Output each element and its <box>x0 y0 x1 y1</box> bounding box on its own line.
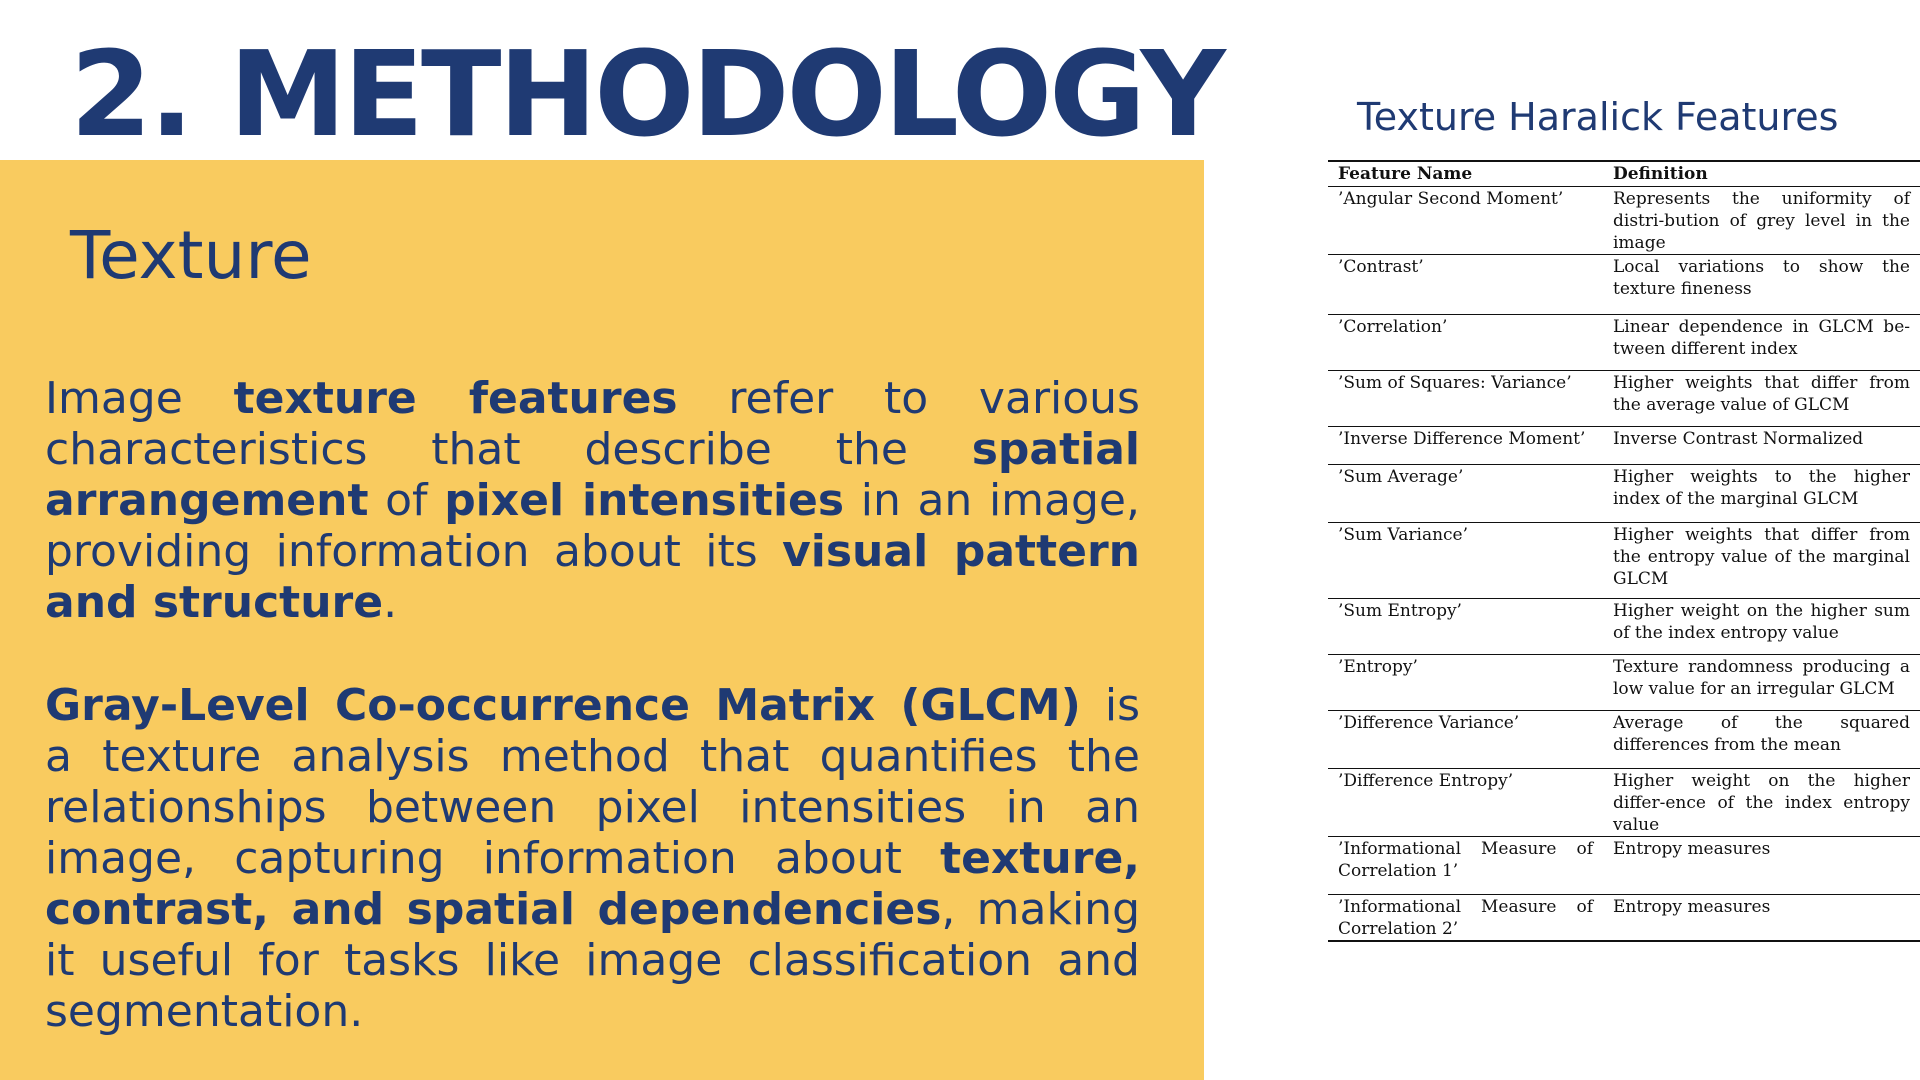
table-row: ’Entropy’ Texture randomness producing a … <box>1328 654 1920 711</box>
feature-name-cell: ’Angular Second Moment’ <box>1328 186 1603 255</box>
table-title: Texture Haralick Features <box>1357 95 1839 139</box>
definition-cell: Entropy measures <box>1603 894 1920 942</box>
table-row: ’Sum Entropy’ Higher weight on the higher… <box>1328 598 1920 655</box>
table-row: ’Difference Variance’ Average of the squa… <box>1328 710 1920 769</box>
table-row: ’Informational Measure of Correlation 1’… <box>1328 836 1920 895</box>
definition-cell: Higher weights that differ from the aver… <box>1603 370 1920 427</box>
body-text: , making it useful for tasks like image … <box>45 884 1140 1037</box>
table-row: ’Sum Average’ Higher weights to the highe… <box>1328 464 1920 523</box>
glcm-paragraph: Gray-Level Co-occurrence Matrix (GLCM) i… <box>45 680 1140 1037</box>
emphasis-text: texture features <box>233 373 678 424</box>
definition-cell: Local variations to show the texture fin… <box>1603 254 1920 315</box>
body-text: is a texture analysis method that quanti… <box>45 680 1141 884</box>
table-row: ’Informational Measure of Correlation 2’… <box>1328 894 1920 942</box>
feature-name-cell: ’Entropy’ <box>1328 654 1603 711</box>
emphasis-text: texture, contrast, and spatial dependenc… <box>45 833 1140 935</box>
body-text: . <box>383 577 398 628</box>
body-text: refer to various characteristics that de… <box>45 373 1140 475</box>
section-subtitle: Texture <box>70 217 312 294</box>
definition-cell: Linear dependence in GLCM be-tween diffe… <box>1603 314 1920 371</box>
texture-features-paragraph: Image texture features refer to various … <box>45 373 1140 628</box>
feature-name-cell: ’Informational Measure of Correlation 1’ <box>1328 836 1603 895</box>
feature-name-cell: ’Difference Variance’ <box>1328 710 1603 769</box>
feature-name-cell: ’Sum Average’ <box>1328 464 1603 523</box>
table-row: ’Sum of Squares: Variance’ Higher weights… <box>1328 370 1920 427</box>
table-header-row: Feature Name Definition <box>1328 161 1920 187</box>
definition-cell: Higher weight on the higher differ-ence … <box>1603 768 1920 837</box>
table-row: ’Inverse Difference Moment’ Inverse Contr… <box>1328 426 1920 465</box>
body-text: Image <box>45 373 234 424</box>
definition-cell: Texture randomness producing a low value… <box>1603 654 1920 711</box>
page-title: 2. METHODOLOGY <box>70 25 1226 163</box>
emphasis-text: pixel intensities <box>444 475 845 526</box>
feature-name-cell: ’Contrast’ <box>1328 254 1603 315</box>
table-row: ’Angular Second Moment’ Represents the un… <box>1328 186 1920 255</box>
definition-cell: Average of the squared differences from … <box>1603 710 1920 769</box>
emphasis-text: visual pattern and structure <box>45 526 1140 628</box>
body-text: of <box>368 475 445 526</box>
feature-name-cell: ’Sum of Squares: Variance’ <box>1328 370 1603 427</box>
definition-cell: Higher weights that differ from the entr… <box>1603 522 1920 599</box>
definition-cell: Represents the uniformity of distri-buti… <box>1603 186 1920 255</box>
definition-cell: Entropy measures <box>1603 836 1920 895</box>
feature-name-cell: ’Informational Measure of Correlation 2’ <box>1328 894 1603 942</box>
emphasis-text: spatial arrangement <box>45 424 1140 526</box>
table-row: ’Difference Entropy’ Higher weight on the… <box>1328 768 1920 837</box>
emphasis-text: Gray-Level Co-occurrence Matrix (GLCM) <box>45 680 1081 731</box>
body-text: in an image, providing information about… <box>45 475 1140 577</box>
feature-name-cell: ’Sum Variance’ <box>1328 522 1603 599</box>
definition-cell: Higher weights to the higher index of th… <box>1603 464 1920 523</box>
feature-name-cell: ’Difference Entropy’ <box>1328 768 1603 837</box>
definition-cell: Inverse Contrast Normalized <box>1603 426 1920 465</box>
feature-name-cell: ’Inverse Difference Moment’ <box>1328 426 1603 465</box>
table-row: ’Sum Variance’ Higher weights that differ… <box>1328 522 1920 599</box>
header-feature-name: Feature Name <box>1328 161 1603 187</box>
table-body: ’Angular Second Moment’ Represents the un… <box>1328 186 1920 942</box>
feature-name-cell: ’Sum Entropy’ <box>1328 598 1603 655</box>
header-definition: Definition <box>1603 161 1920 187</box>
table-row: ’Correlation’ Linear dependence in GLCM b… <box>1328 314 1920 371</box>
definition-cell: Higher weight on the higher sum of the i… <box>1603 598 1920 655</box>
feature-name-cell: ’Correlation’ <box>1328 314 1603 371</box>
table-row: ’Contrast’ Local variations to show the t… <box>1328 254 1920 315</box>
haralick-features-table: Feature Name Definition ’Angular Second … <box>1328 160 1920 942</box>
texture-panel <box>0 160 1204 1080</box>
